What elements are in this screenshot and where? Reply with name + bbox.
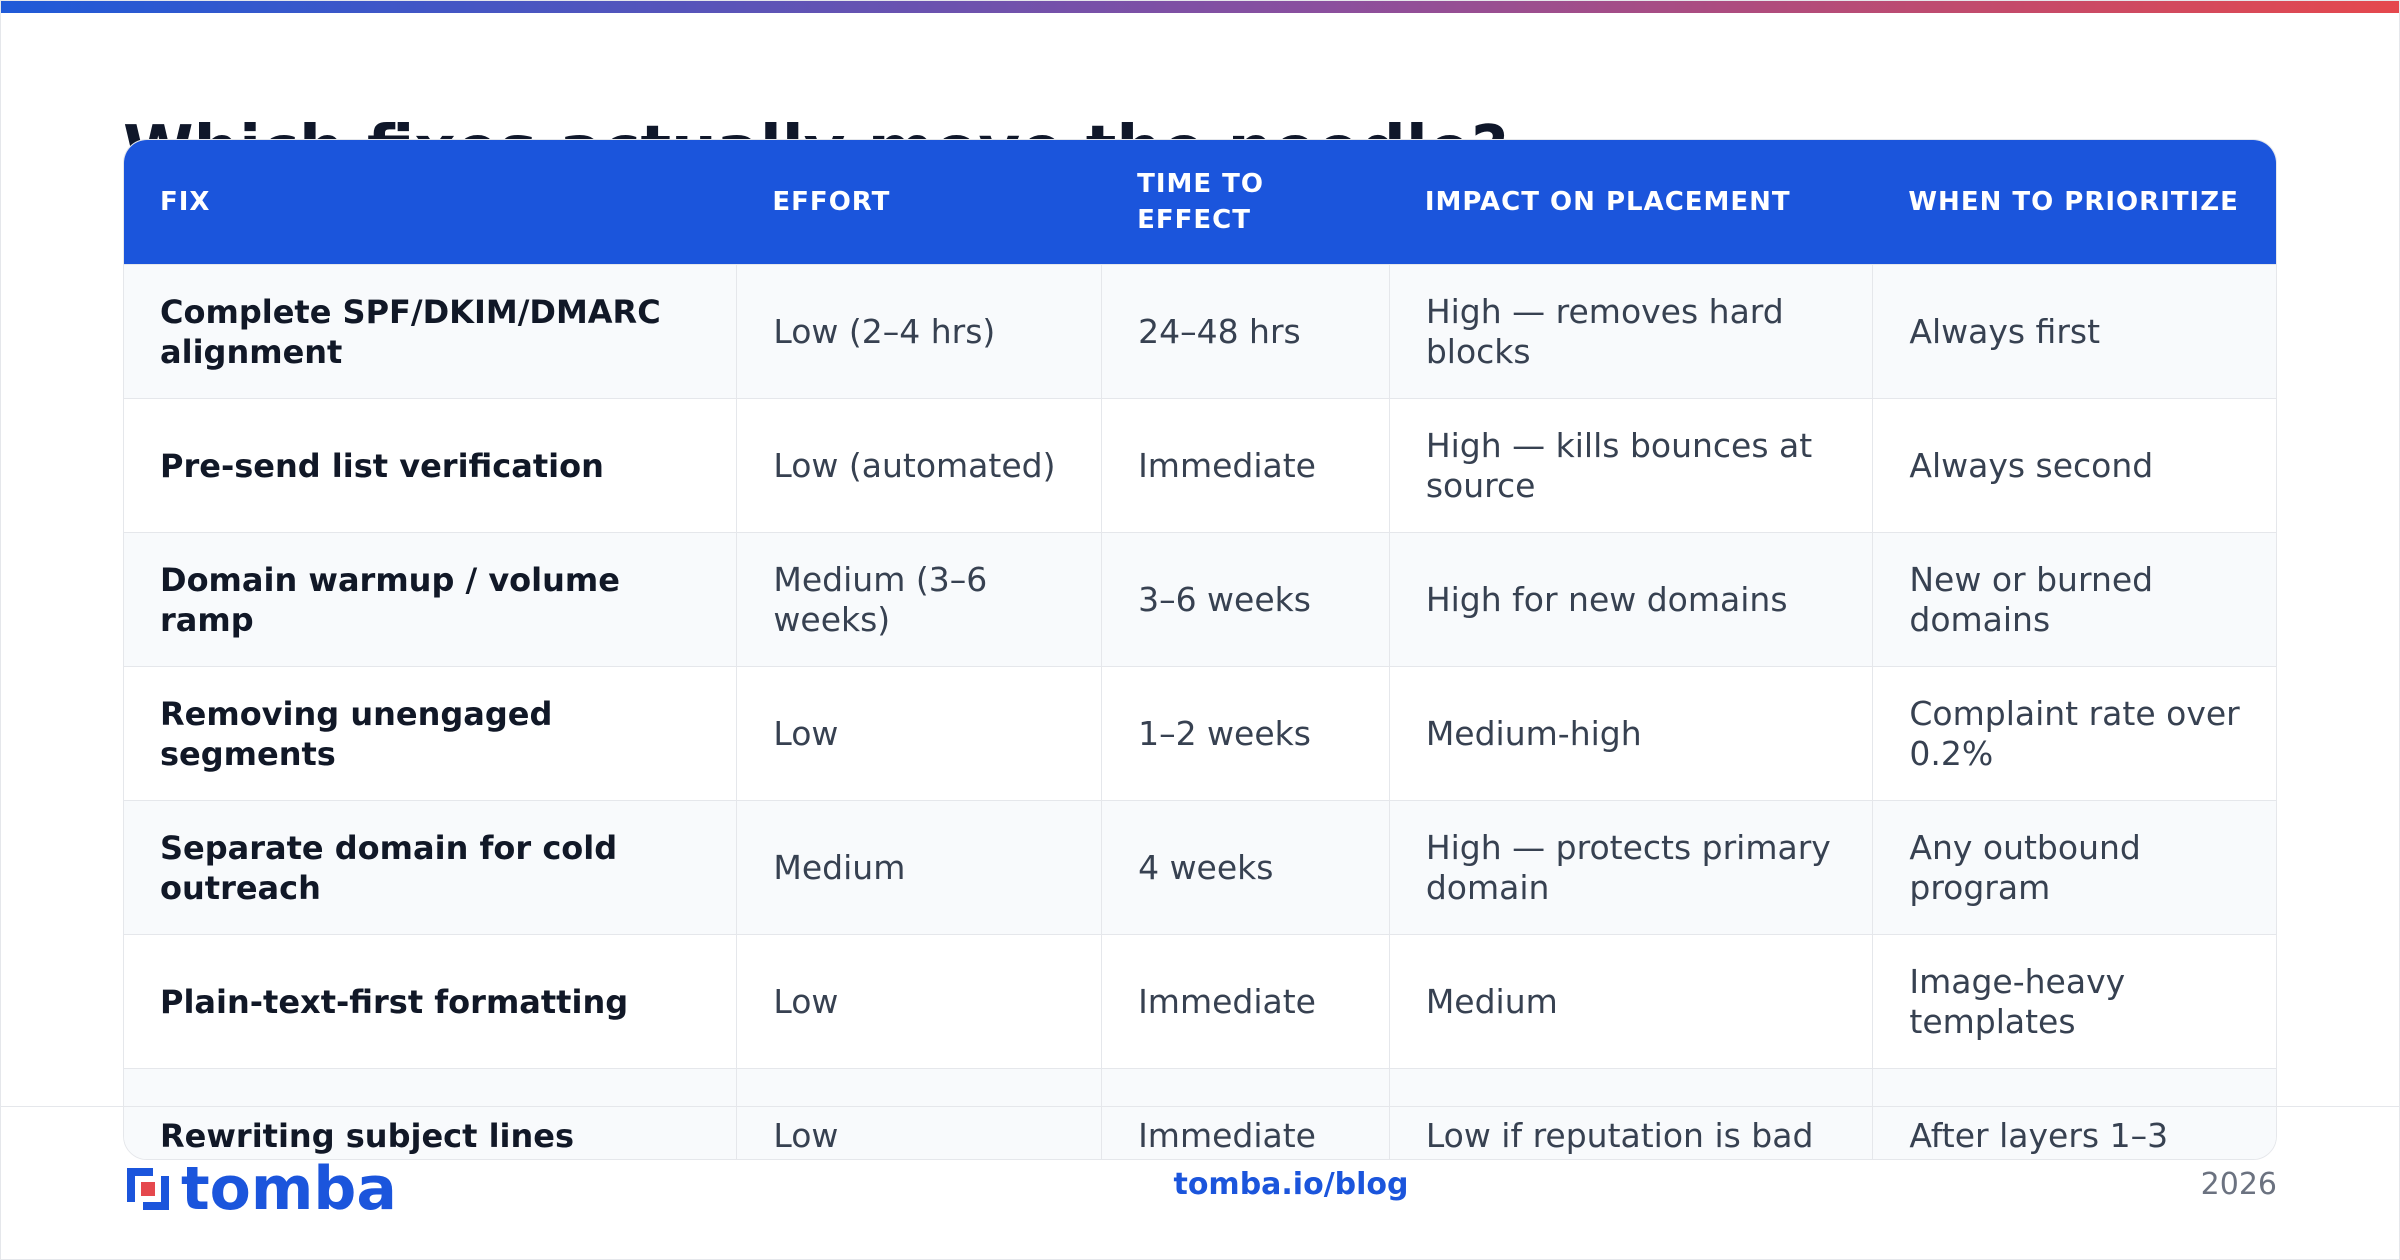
table-row: Rewriting subject lines Low Immediate Low i…	[124, 1068, 2276, 1159]
table-cell: Low if reputation is bad	[1388, 1069, 1873, 1159]
table-row: Domain warmup / volume ramp Medium (3–6 w…	[124, 532, 2276, 666]
footer-link[interactable]: tomba.io/blog	[1173, 1167, 1409, 1202]
table-cell: Medium-high	[1388, 667, 1873, 800]
table-cell: High — protects primary domain	[1388, 801, 1873, 934]
table-cell: 4 weeks	[1101, 801, 1389, 934]
footer-year: 2026	[2200, 1167, 2277, 1202]
table-cell: Medium	[736, 801, 1101, 934]
column-header: IMPACT ON PLACEMENT	[1424, 187, 1791, 217]
table-row: Pre-send list verification Low (automated…	[124, 398, 2276, 532]
table-row: Removing unengaged segments Low 1–2 weeks M…	[124, 666, 2276, 800]
table-cell: Complete SPF/DKIM/DMARC alignment	[160, 292, 661, 371]
table-cell: Separate domain for cold outreach	[160, 828, 618, 907]
logo-text: tomba	[181, 1154, 397, 1224]
logo-icon	[127, 1168, 169, 1210]
table-cell: Low	[736, 1069, 1101, 1159]
footer-divider	[1, 1106, 2399, 1107]
column-header: TIME TO EFFECT	[1137, 169, 1265, 235]
table-cell: High — kills bounces at source	[1388, 399, 1873, 532]
table-cell: Immediate	[1101, 399, 1389, 532]
table-cell: Domain warmup / volume ramp	[160, 560, 620, 639]
table-row: Separate domain for cold outreach Medium 4…	[124, 800, 2276, 934]
table: FIX EFFORT TIME TO EFFECT IMPACT ON PLACEME…	[123, 139, 2277, 1160]
logo[interactable]: tomba	[123, 1159, 397, 1219]
table-cell: Low (2–4 hrs)	[736, 265, 1101, 398]
table-cell: Low	[736, 935, 1101, 1068]
table-cell: Always first	[1872, 265, 2276, 398]
table-cell: 1–2 weeks	[1101, 667, 1389, 800]
column-header: EFFORT	[772, 187, 891, 217]
table-cell: Any outbound program	[1872, 801, 2276, 934]
column-header: WHEN TO PRIORITIZE	[1908, 187, 2239, 217]
table-cell: 3–6 weeks	[1101, 533, 1389, 666]
table-cell: Rewriting subject lines	[160, 1116, 575, 1155]
table-cell: After layers 1–3	[1872, 1069, 2276, 1159]
accent-bar	[1, 1, 2399, 13]
table-cell: Low	[736, 667, 1101, 800]
table-row: Plain-text-first formatting Low Immediate M…	[124, 934, 2276, 1068]
table-cell: 24–48 hrs	[1101, 265, 1389, 398]
table-cell: Medium	[1388, 935, 1873, 1068]
table-header: FIX EFFORT TIME TO EFFECT IMPACT ON PLACEME…	[124, 140, 2276, 264]
table-body: Complete SPF/DKIM/DMARC alignment Low (2–…	[124, 264, 2276, 1159]
table-cell: Low (automated)	[736, 399, 1101, 532]
table-cell: High for new domains	[1388, 533, 1873, 666]
table-cell: New or burned domains	[1872, 533, 2276, 666]
table-cell: Immediate	[1101, 935, 1389, 1068]
table-cell: Always second	[1872, 399, 2276, 532]
table-cell: Plain-text-first formatting	[160, 982, 629, 1021]
table-cell: Removing unengaged segments	[160, 694, 553, 773]
table-cell: Pre-send list verification	[160, 446, 604, 485]
table-cell: Medium (3–6 weeks)	[736, 533, 1101, 666]
table-cell: Immediate	[1101, 1069, 1389, 1159]
column-header: FIX	[160, 187, 211, 217]
table-cell: Image-heavy templates	[1872, 935, 2276, 1068]
table-cell: High — removes hard blocks	[1388, 265, 1873, 398]
table-cell: Complaint rate over 0.2%	[1872, 667, 2276, 800]
table-row: Complete SPF/DKIM/DMARC alignment Low (2–…	[124, 264, 2276, 398]
